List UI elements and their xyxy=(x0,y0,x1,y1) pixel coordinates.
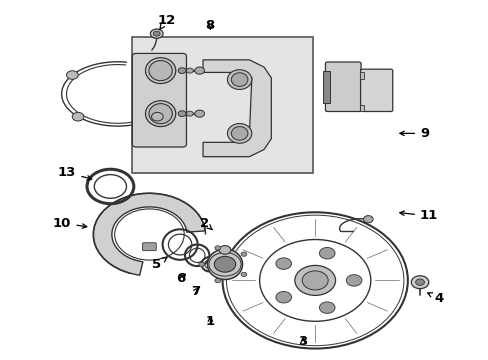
Text: 9: 9 xyxy=(399,127,428,140)
FancyBboxPatch shape xyxy=(359,72,363,79)
Circle shape xyxy=(275,292,291,303)
Circle shape xyxy=(151,112,163,121)
Text: 7: 7 xyxy=(191,285,200,298)
Ellipse shape xyxy=(227,123,251,143)
Ellipse shape xyxy=(149,60,172,81)
Circle shape xyxy=(410,276,428,289)
Circle shape xyxy=(294,265,335,296)
Wedge shape xyxy=(93,193,205,275)
FancyBboxPatch shape xyxy=(132,53,186,147)
Text: 2: 2 xyxy=(200,216,212,230)
Circle shape xyxy=(214,256,235,272)
Text: 6: 6 xyxy=(176,272,185,285)
Circle shape xyxy=(219,246,230,254)
Text: 5: 5 xyxy=(152,257,166,271)
Circle shape xyxy=(302,271,327,290)
Circle shape xyxy=(186,68,193,73)
Polygon shape xyxy=(203,60,271,157)
Ellipse shape xyxy=(231,73,247,86)
Circle shape xyxy=(178,111,185,117)
Circle shape xyxy=(198,262,204,266)
Circle shape xyxy=(319,247,334,259)
FancyBboxPatch shape xyxy=(142,243,156,251)
Text: 4: 4 xyxy=(427,292,443,305)
Circle shape xyxy=(214,279,220,283)
FancyBboxPatch shape xyxy=(360,69,392,112)
Ellipse shape xyxy=(149,104,172,124)
Text: 11: 11 xyxy=(399,210,437,222)
Circle shape xyxy=(72,112,84,121)
FancyBboxPatch shape xyxy=(325,62,360,112)
Circle shape xyxy=(275,258,291,269)
Circle shape xyxy=(346,275,361,286)
Text: 12: 12 xyxy=(157,14,175,30)
Circle shape xyxy=(241,252,246,256)
Circle shape xyxy=(178,68,185,73)
Circle shape xyxy=(214,246,220,250)
Circle shape xyxy=(415,279,424,285)
Circle shape xyxy=(150,29,163,39)
Ellipse shape xyxy=(231,127,247,140)
FancyBboxPatch shape xyxy=(359,105,363,111)
FancyBboxPatch shape xyxy=(322,71,329,103)
Circle shape xyxy=(319,302,334,313)
Circle shape xyxy=(186,111,193,116)
Circle shape xyxy=(194,110,204,117)
Text: 10: 10 xyxy=(53,216,86,230)
Circle shape xyxy=(66,71,78,79)
FancyBboxPatch shape xyxy=(132,37,312,173)
Ellipse shape xyxy=(145,101,175,127)
Circle shape xyxy=(194,67,204,74)
Text: 3: 3 xyxy=(298,335,307,348)
Ellipse shape xyxy=(227,70,251,89)
Text: 8: 8 xyxy=(205,19,215,32)
Circle shape xyxy=(153,31,160,36)
Ellipse shape xyxy=(207,249,242,279)
Ellipse shape xyxy=(145,58,175,84)
Text: 13: 13 xyxy=(58,166,92,180)
Text: 1: 1 xyxy=(205,315,215,328)
Circle shape xyxy=(363,216,372,223)
Circle shape xyxy=(241,272,246,276)
